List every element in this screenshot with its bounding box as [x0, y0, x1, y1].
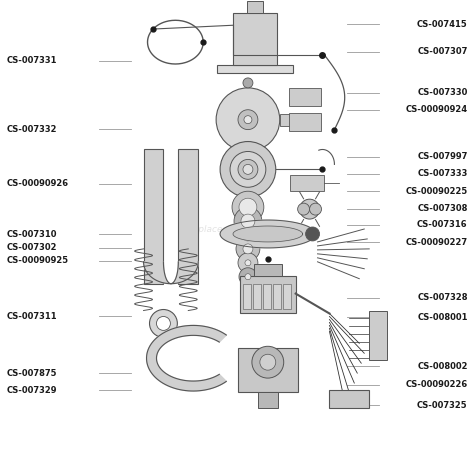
Text: CS-007311: CS-007311	[6, 312, 57, 321]
Circle shape	[220, 141, 276, 197]
Text: CS-007875: CS-007875	[6, 369, 57, 378]
Text: CS-007330: CS-007330	[417, 88, 468, 97]
Circle shape	[234, 207, 262, 235]
Circle shape	[245, 260, 251, 266]
Text: CS-007415: CS-007415	[417, 20, 468, 29]
Circle shape	[156, 316, 170, 330]
Text: CS-00090924: CS-00090924	[406, 106, 468, 114]
Circle shape	[230, 151, 266, 187]
Bar	[273, 284, 281, 308]
Circle shape	[244, 116, 252, 123]
Bar	[240, 276, 296, 313]
Circle shape	[241, 214, 255, 228]
Bar	[250, 0, 260, 1]
FancyBboxPatch shape	[289, 113, 320, 131]
Bar	[254, 264, 282, 276]
Polygon shape	[220, 220, 316, 248]
Text: CS-00090926: CS-00090926	[6, 179, 68, 188]
Text: CS-007328: CS-007328	[417, 293, 468, 302]
Bar	[263, 284, 271, 308]
Circle shape	[239, 198, 257, 216]
Text: CS-007316: CS-007316	[417, 220, 468, 230]
Bar	[238, 348, 298, 392]
Circle shape	[243, 244, 253, 254]
Circle shape	[216, 88, 280, 151]
Circle shape	[245, 274, 251, 280]
Bar	[369, 310, 387, 360]
Polygon shape	[146, 325, 226, 391]
Text: eReplacementParts.com: eReplacementParts.com	[182, 224, 292, 234]
Bar	[233, 13, 277, 65]
Text: CS-00090925: CS-00090925	[6, 256, 68, 265]
Bar	[253, 284, 261, 308]
Circle shape	[306, 227, 319, 241]
Circle shape	[238, 253, 258, 273]
Text: CS-007997: CS-007997	[417, 152, 468, 161]
Circle shape	[252, 346, 284, 378]
Text: CS-007302: CS-007302	[6, 243, 57, 252]
Bar	[258, 392, 278, 408]
Text: CS-007329: CS-007329	[6, 386, 57, 395]
Circle shape	[149, 309, 177, 337]
Circle shape	[260, 354, 276, 370]
Text: CS-00090227: CS-00090227	[406, 238, 468, 247]
Bar	[283, 284, 291, 308]
Circle shape	[235, 222, 261, 248]
Text: CS-00090226: CS-00090226	[405, 380, 468, 389]
Bar	[329, 390, 369, 408]
Bar	[290, 175, 325, 191]
Text: CS-007308: CS-007308	[417, 204, 468, 213]
Circle shape	[300, 199, 319, 219]
Text: CS-00090225: CS-00090225	[405, 187, 468, 196]
Bar	[144, 150, 164, 284]
Text: CS-007310: CS-007310	[6, 230, 57, 239]
Polygon shape	[233, 226, 302, 242]
Bar	[243, 284, 251, 308]
Text: CS-007333: CS-007333	[417, 169, 468, 179]
Text: CS-007325: CS-007325	[417, 401, 468, 409]
Text: CS-007331: CS-007331	[6, 56, 57, 65]
Circle shape	[236, 237, 260, 261]
Bar	[178, 150, 198, 284]
Polygon shape	[144, 262, 198, 284]
Circle shape	[298, 203, 310, 215]
Circle shape	[238, 110, 258, 129]
Circle shape	[232, 191, 264, 223]
Circle shape	[242, 229, 254, 241]
Text: CS-008001: CS-008001	[417, 313, 468, 322]
Circle shape	[243, 164, 253, 174]
Bar	[280, 114, 294, 126]
Bar	[247, 1, 263, 13]
Text: CS-008002: CS-008002	[417, 362, 468, 371]
Text: CS-007307: CS-007307	[417, 47, 468, 56]
Circle shape	[243, 78, 253, 88]
Text: CS-007332: CS-007332	[6, 125, 57, 134]
Circle shape	[238, 159, 258, 179]
FancyBboxPatch shape	[289, 88, 320, 106]
Bar	[217, 65, 292, 73]
Circle shape	[310, 203, 321, 215]
Circle shape	[239, 268, 257, 285]
